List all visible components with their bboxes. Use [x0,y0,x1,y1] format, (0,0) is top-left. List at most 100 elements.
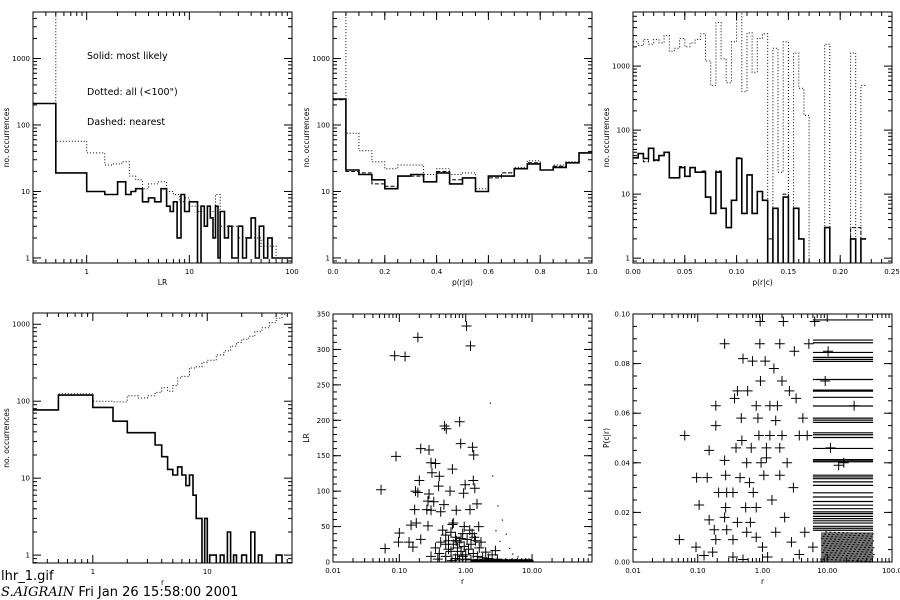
scatter-point [674,534,685,545]
scatter-point [480,547,491,558]
scatter-point [411,518,422,529]
scatter-point [744,477,755,488]
x-tick-label: 1.00 [458,567,474,575]
scatter-point [462,534,473,545]
panel-5: 0.01 0.10 1.00 10.00 0 50 100 150 200 250 300 350 r L… [302,311,593,586]
y-axis-title: no. occurrences [302,108,311,168]
x-tick-label: 10.00 [817,567,837,575]
y-tick-label: 0.08 [614,360,630,368]
scatter-point [741,457,752,468]
scatter-point [710,534,721,545]
scatter-point [748,487,759,498]
y-tick-label: 100 [17,121,30,129]
scatter-point [459,521,470,532]
y-tick-label: 1 [626,255,630,263]
scatter-point [477,552,488,562]
scatter-point [770,527,781,538]
y-axis-title: P(c|r) [602,428,611,448]
footer-stamp: S.AIGRAIN Fri Jan 26 15:58:00 2001 [1,585,238,600]
scatter-point [679,430,690,441]
x-tick-label: 0.01 [325,567,341,575]
scatter-point [774,442,785,453]
scatter-point [435,537,446,548]
plot-area [376,321,534,562]
small-point [512,553,514,555]
x-tick-label: 1.00 [755,567,771,575]
scatter-point [766,495,777,505]
histogram-solid-series [633,147,867,263]
histogram-dashed-series [333,99,592,192]
scatter-point [747,356,758,367]
y-tick-label: 10 [21,188,30,196]
y-tick-label: 350 [317,311,330,319]
scatter-point [797,413,808,424]
panel-6: 0.01 0.10 1.00 10.00 100.0 0.00 0.02 0.04 0.06 0.… [602,311,900,587]
scatter-point [415,534,426,545]
y-tick-label: 100 [317,121,330,129]
scatter-point [393,537,404,548]
scatter-point [439,420,450,431]
scatter-point [440,539,451,550]
x-axis-title: r [461,577,465,586]
scatter-point [424,488,435,499]
scatter-point [404,537,415,548]
axes-frame [632,11,893,264]
scatter-point [760,356,771,367]
scatter-point [456,533,467,544]
scatter-point [422,520,433,531]
scatter-point [389,350,400,361]
scatter-point [719,338,730,349]
scatter-point [825,442,836,453]
scatter-point [729,393,740,404]
scatter-point [727,534,738,545]
scatter-point [406,520,417,531]
y-tick-label: 0.10 [614,311,630,319]
scatter-point [469,483,480,494]
y-axis-title: no. occurrences [2,408,11,468]
x-axis-title: LR [158,278,167,287]
scatter-point [774,470,785,481]
scatter-point [757,542,768,553]
axis-ticks [632,11,893,263]
histogram-solid-series [33,394,283,563]
scatter-point [838,457,849,468]
x-tick-label: 0.10 [729,268,745,276]
panel-2: 0.0 0.2 0.4 0.6 0.8 1.0 1 10 100 1000 p(r|d) no. oc… [302,11,598,287]
y-tick-label: 10 [21,475,30,483]
scatter-point [727,552,738,562]
scatter-point [707,547,718,558]
scatter-point [426,467,437,478]
scatter-point [458,488,469,499]
scatter-point [770,415,781,426]
scatter-point [394,527,405,538]
small-point [505,533,507,535]
x-tick-label: 10 [185,268,194,276]
scatter-point [468,450,479,461]
scatter-point [376,484,387,495]
legend-dashed: Dashed: nearest [87,117,165,128]
x-tick-label: 100 [285,268,298,276]
small-point [509,547,511,550]
scatter-point [719,512,730,523]
y-tick-label: 100 [617,127,630,135]
y-tick-label: 150 [317,452,330,460]
scatter-point [447,519,458,530]
scatter-point [468,475,479,486]
scatter-point [786,537,797,548]
scatter-point [776,375,787,386]
x-tick-label: 100.0 [882,567,900,575]
y-tick-label: 0.04 [614,459,630,467]
scatter-point [412,487,423,498]
footer-author: S.AIGRAIN [1,585,75,600]
histogram-dotted-series [345,12,592,190]
scatter-point [776,430,787,441]
dense-dot [872,554,875,556]
scatter-point [709,524,720,535]
scatter-point [782,457,793,468]
scatter-point [758,470,769,481]
x-tick-label: 0.25 [884,268,900,276]
x-tick-label: 1 [84,268,88,276]
scatter-point [721,524,732,535]
scatter-point [487,549,498,560]
scatter-point [410,486,421,497]
